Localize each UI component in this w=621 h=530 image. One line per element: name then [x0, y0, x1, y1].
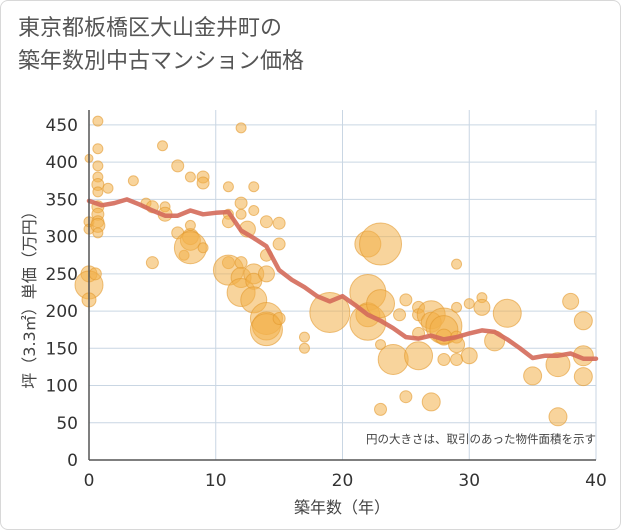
bubble-point — [248, 181, 260, 193]
bubble-point — [523, 366, 543, 386]
bubble-point — [259, 215, 273, 229]
y-tick-label: 150 — [46, 339, 78, 359]
bubble-point — [157, 140, 169, 152]
grid-lines — [89, 110, 597, 460]
bubble-point — [377, 343, 409, 375]
bubble-point — [421, 392, 441, 412]
bubble-point — [399, 293, 413, 307]
chart-title: 東京都板橋区大山金井町の 築年数別中古マンション価格 — [18, 12, 304, 78]
bubble-point — [375, 339, 387, 351]
bubble-point — [88, 267, 102, 281]
y-tick-label: 200 — [46, 302, 78, 322]
x-tick-label: 30 — [458, 471, 480, 491]
bubble-point — [235, 208, 247, 220]
bubble-point — [366, 289, 396, 319]
bubble-point — [298, 342, 310, 354]
chart-title-line-2: 築年数別中古マンション価格 — [18, 49, 305, 74]
bubble-point — [272, 237, 286, 251]
bubble-point — [545, 352, 571, 378]
y-tick-label: 400 — [46, 153, 78, 173]
tick-labels: 0 50 100 150 200 250 300 350 400 450 0 10 20 30 40 — [46, 116, 607, 491]
bubble-size-note: 円の大きさは、取引のあった物件面積を示す — [366, 432, 596, 446]
bubble-point — [248, 205, 260, 217]
bubble-point — [562, 292, 580, 310]
bubble-point — [92, 160, 104, 172]
trend-line-layer — [86, 197, 599, 361]
bubble-point — [235, 122, 247, 134]
bubble-point — [92, 227, 104, 239]
bubble-point — [548, 407, 568, 427]
bubble-point — [92, 115, 104, 127]
bubble-point — [184, 171, 196, 183]
bubble-point — [573, 367, 593, 387]
bubble-point — [196, 176, 210, 190]
y-tick-label: 450 — [46, 116, 78, 136]
bubble-point — [460, 347, 478, 365]
bubble-point — [197, 242, 209, 254]
bubble-point — [359, 222, 403, 266]
bubble-point — [234, 256, 248, 270]
bubble-point — [272, 312, 286, 326]
y-tick-label: 50 — [56, 414, 78, 434]
bubble-point — [272, 216, 286, 230]
bubble-point — [234, 196, 248, 210]
average-price-line — [86, 197, 599, 361]
axes — [88, 110, 596, 461]
y-tick-label: 300 — [46, 228, 78, 248]
x-tick-label: 40 — [585, 471, 607, 491]
chart-title-line-1: 東京都板橋区大山金井町の — [18, 16, 283, 41]
bubble-point — [404, 341, 434, 371]
bubble-point — [451, 258, 463, 270]
y-tick-label: 250 — [46, 265, 78, 285]
x-tick-label: 0 — [84, 471, 95, 491]
bubble-point — [393, 308, 407, 322]
bubble-point — [451, 301, 463, 313]
bubble-point — [463, 298, 475, 310]
bubble-point — [437, 352, 451, 366]
bubble-point — [473, 298, 491, 316]
bubble-point — [92, 186, 104, 198]
bubble-point — [92, 143, 104, 155]
bubble-point — [399, 390, 413, 404]
bubble-point — [298, 331, 310, 343]
bubble-point — [374, 402, 388, 416]
x-axis-label: 築年数（年） — [294, 498, 390, 517]
bubble-point — [573, 311, 593, 331]
bubble-point — [492, 298, 522, 328]
y-tick-label: 0 — [67, 451, 78, 471]
bubble-point — [257, 265, 275, 283]
bubble-point — [222, 181, 234, 193]
x-tick-label: 20 — [332, 471, 354, 491]
bubble-point — [171, 159, 185, 173]
bubble-point — [309, 292, 351, 334]
bubble-point — [145, 256, 159, 270]
bubble-point — [127, 175, 139, 187]
x-tick-label: 10 — [205, 471, 227, 491]
y-tick-label: 350 — [46, 190, 78, 210]
y-axis-label: 坪（3.3㎡）単価（万円） — [20, 203, 39, 388]
bubble-point — [102, 182, 114, 194]
y-tick-label: 100 — [46, 377, 78, 397]
